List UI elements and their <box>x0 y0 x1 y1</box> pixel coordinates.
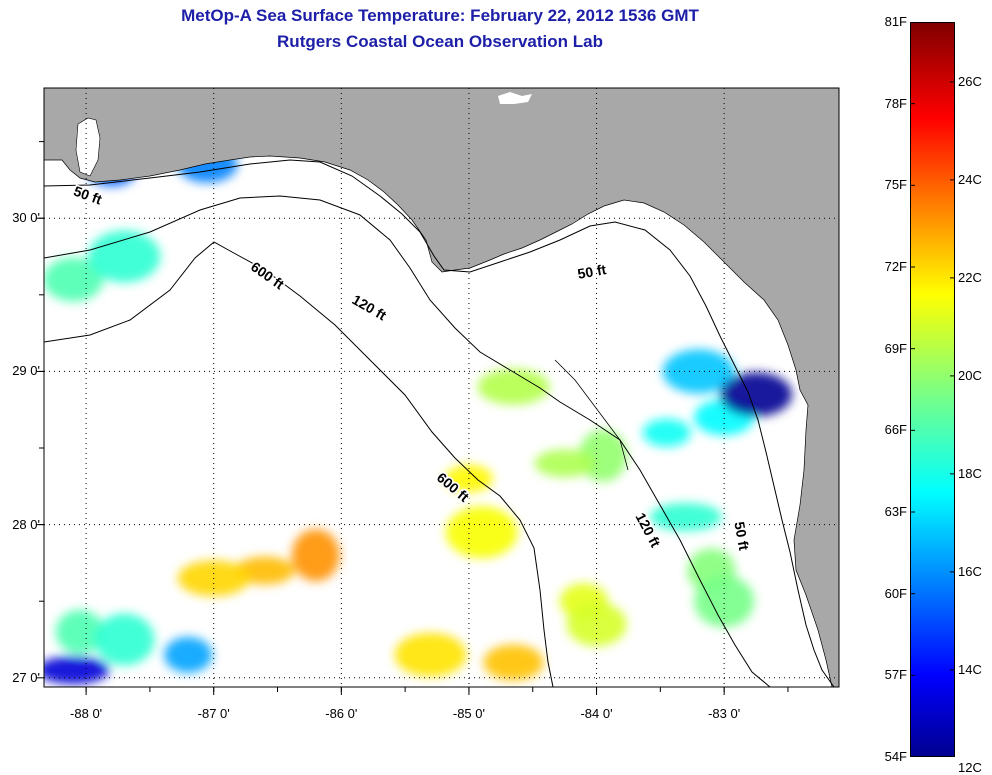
contour-label: 50 ft <box>576 261 607 282</box>
sst-patch <box>164 636 213 673</box>
x-tick-label: -85 0' <box>452 706 485 721</box>
contour-50ft-north <box>44 159 835 687</box>
contour-50ft-florida <box>554 359 629 471</box>
sst-patch <box>720 372 793 417</box>
map-title: MetOp-A Sea Surface Temperature: Februar… <box>181 6 699 25</box>
sst-patch <box>642 418 691 447</box>
sst-patch <box>44 656 110 685</box>
x-tick-label: -88 0' <box>70 706 103 721</box>
x-tick-label: -87 0' <box>197 706 230 721</box>
colorbar <box>910 22 955 757</box>
contour-120ft <box>44 195 771 687</box>
sst-patch <box>566 602 627 647</box>
sst-data-layer <box>44 146 793 685</box>
map-subtitle: Rutgers Coastal Ocean Observation Lab <box>277 32 603 51</box>
land-mass <box>44 88 839 687</box>
y-tick-label: 28 0' <box>12 516 40 532</box>
sst-patch <box>662 349 735 394</box>
sst-patch <box>694 575 755 628</box>
y-tick-label: 27 0' <box>12 669 40 685</box>
contour-label: 50 ft <box>731 520 752 551</box>
sst-patch <box>55 609 104 654</box>
contour-600ft <box>44 241 554 687</box>
colorbar-c-label: 16C <box>958 563 982 579</box>
x-tick-label: -84 0' <box>580 706 613 721</box>
sst-patch <box>44 257 104 302</box>
sst-patch <box>483 644 544 681</box>
sst-patch <box>394 632 467 677</box>
colorbar-c-label: 26C <box>958 73 982 89</box>
colorbar-f-label: 78F <box>884 95 907 111</box>
colorbar-gradient <box>910 22 955 757</box>
y-tick-label: 29 0' <box>12 363 40 379</box>
sst-patch <box>534 449 595 478</box>
inland-lake <box>498 92 532 104</box>
sst-patch <box>445 506 518 559</box>
sst-patch <box>234 556 295 585</box>
sst-patch <box>649 502 722 531</box>
axis-ticks <box>36 141 789 695</box>
colorbar-f-label: 63F <box>884 504 907 519</box>
colorbar-c-label: 12C <box>958 759 982 775</box>
sst-patch <box>291 529 340 582</box>
sst-patch <box>477 368 550 405</box>
colorbar-f-label: 54F <box>884 749 907 764</box>
colorbar-f-label: 60F <box>884 585 907 601</box>
x-tick-label: -83 0' <box>708 706 741 721</box>
x-tick-label: -86 0' <box>325 706 358 721</box>
sst-patch <box>88 230 161 283</box>
colorbar-f-label: 57F <box>884 667 907 683</box>
colorbar-f-label: 81F <box>884 14 907 29</box>
sst-patch <box>94 613 155 666</box>
colorbar-c-label: 20C <box>958 367 982 383</box>
plot-frame <box>43 87 840 688</box>
colorbar-f-label: 69F <box>884 340 907 356</box>
colorbar-c-label: 22C <box>958 269 982 285</box>
mobile-bay <box>75 117 101 177</box>
colorbar-f-label: 72F <box>884 259 907 274</box>
colorbar-f-label: 66F <box>884 422 907 438</box>
colorbar-c-label: 14C <box>958 661 982 677</box>
y-tick-label: 30 0' <box>12 210 40 226</box>
colorbar-c-label: 24C <box>958 171 982 187</box>
colorbar-c-label: 18C <box>958 465 982 481</box>
colorbar-f-label: 75F <box>884 177 907 193</box>
